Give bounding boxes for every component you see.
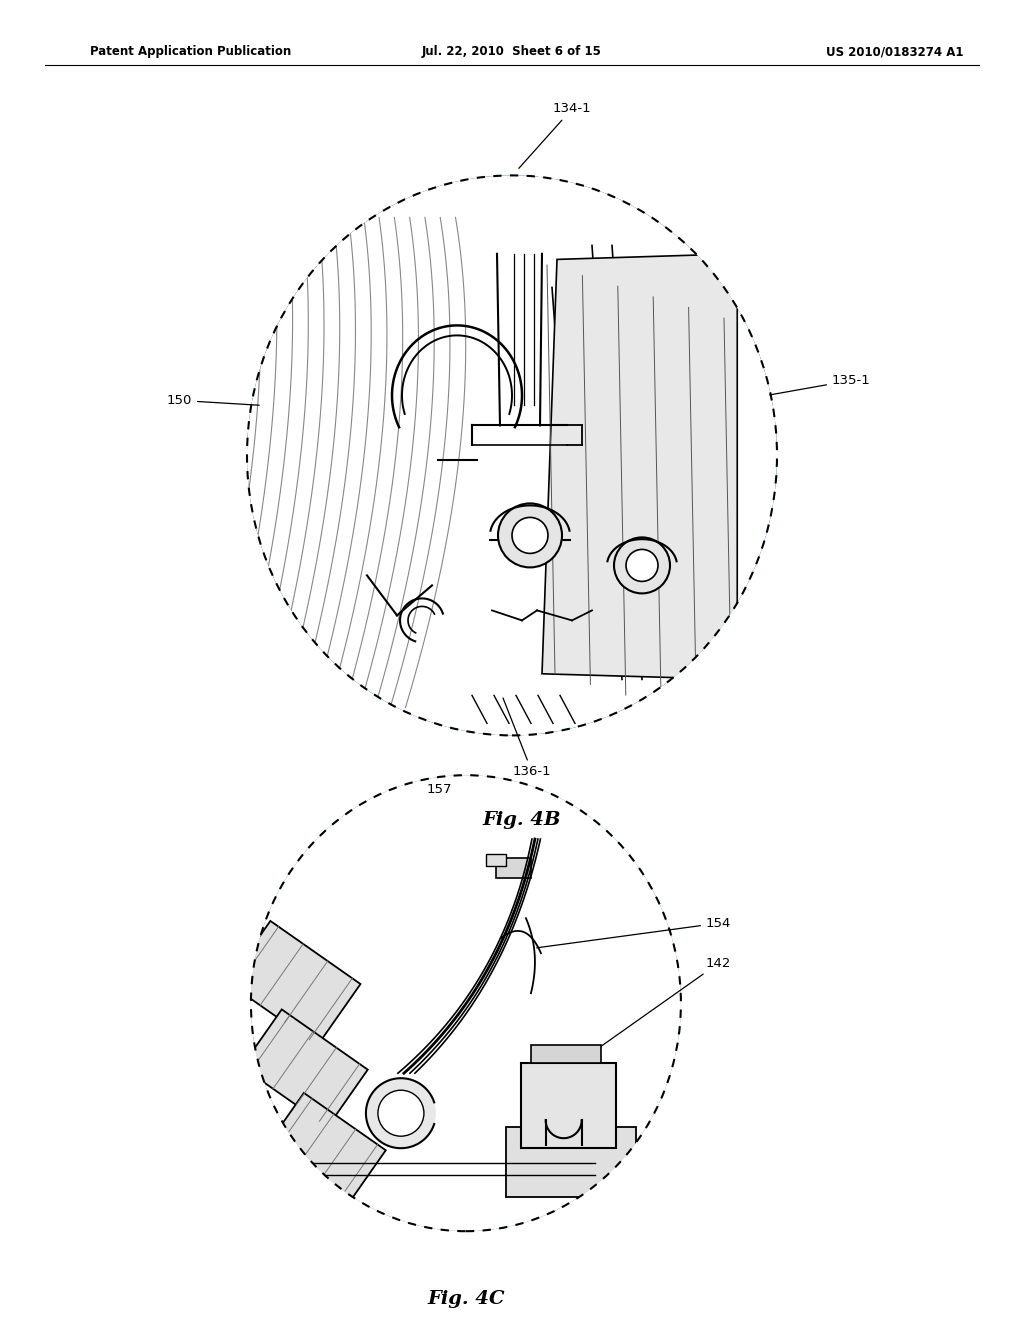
Circle shape	[614, 537, 670, 594]
Text: 154: 154	[537, 916, 731, 948]
Ellipse shape	[247, 176, 777, 735]
Ellipse shape	[247, 176, 777, 735]
Text: US 2010/0183274 A1: US 2010/0183274 A1	[826, 45, 964, 58]
Text: Jul. 22, 2010  Sheet 6 of 15: Jul. 22, 2010 Sheet 6 of 15	[422, 45, 602, 58]
Polygon shape	[542, 253, 737, 680]
Text: 136-1: 136-1	[503, 698, 551, 779]
Text: Fig. 4B: Fig. 4B	[482, 812, 561, 829]
Bar	[496, 858, 530, 878]
Ellipse shape	[251, 775, 681, 1232]
Text: 135-1: 135-1	[770, 374, 870, 395]
Text: Fig. 4C: Fig. 4C	[427, 1290, 505, 1308]
Bar	[530, 1045, 601, 1063]
Polygon shape	[266, 1093, 386, 1204]
Circle shape	[512, 517, 548, 553]
Text: Patent Application Publication: Patent Application Publication	[90, 45, 291, 58]
Circle shape	[378, 1090, 424, 1137]
Text: 150: 150	[167, 393, 259, 407]
Ellipse shape	[251, 775, 681, 1232]
Circle shape	[366, 1078, 436, 1148]
Bar	[506, 1127, 636, 1197]
Text: 134-1: 134-1	[519, 103, 591, 169]
Text: 157: 157	[427, 783, 453, 796]
Bar	[521, 1063, 615, 1148]
Text: 142: 142	[558, 957, 731, 1077]
Polygon shape	[242, 1010, 368, 1127]
Polygon shape	[227, 921, 360, 1045]
Circle shape	[626, 549, 658, 581]
Circle shape	[498, 503, 562, 568]
Bar	[486, 854, 506, 866]
Ellipse shape	[247, 176, 777, 735]
